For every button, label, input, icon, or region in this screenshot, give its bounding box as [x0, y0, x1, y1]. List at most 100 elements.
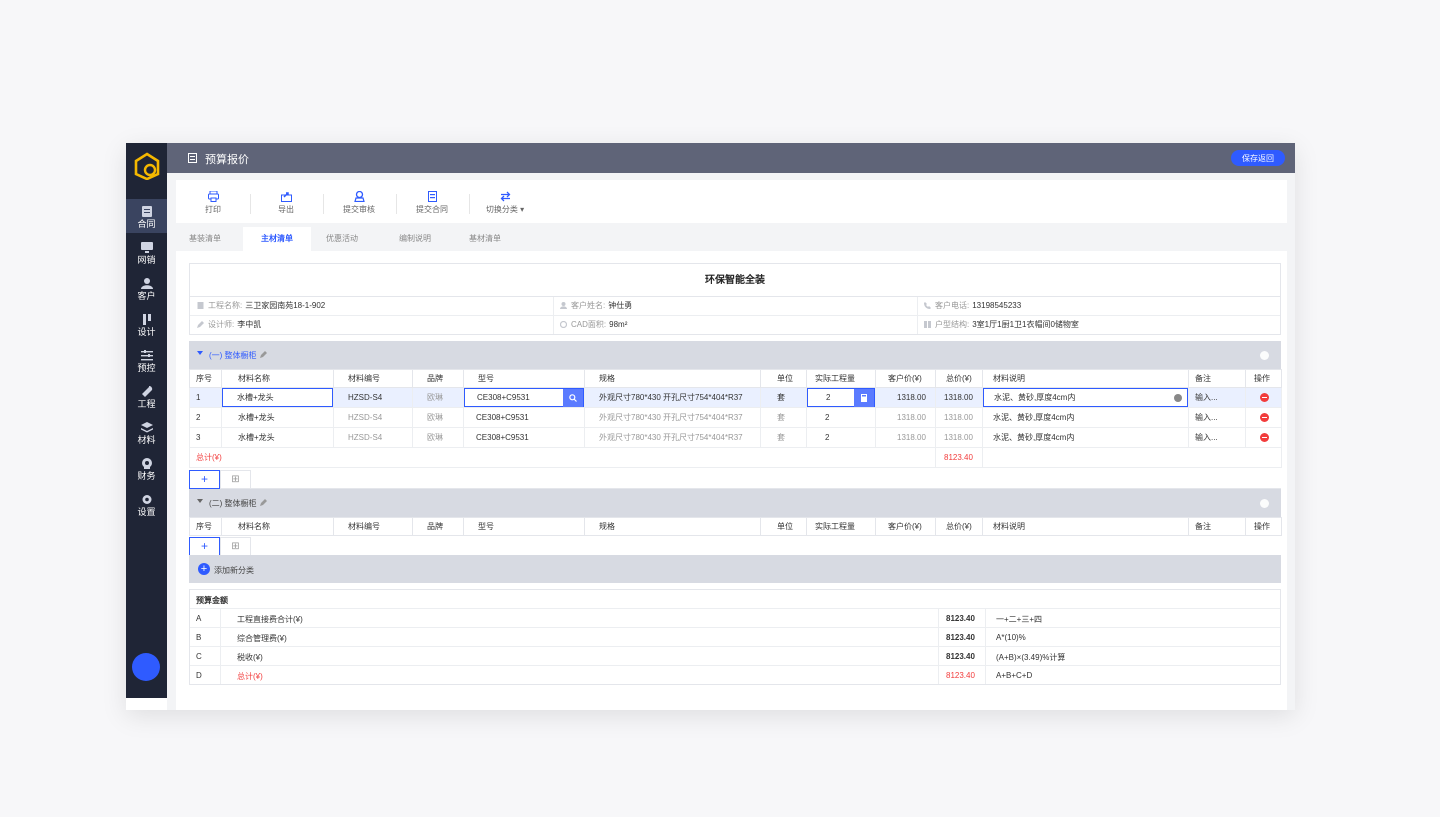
tab-base-material-list[interactable]: 基材清单 [469, 234, 501, 243]
customer-phone-field: 客户电话: 13198545233 [924, 297, 1021, 315]
edit-icon[interactable] [260, 350, 268, 358]
avatar[interactable] [132, 653, 160, 681]
model-search-input[interactable]: CE308+C9531 [463, 387, 585, 408]
col-header: 品牌 [412, 369, 464, 388]
delete-row-button[interactable] [1245, 427, 1282, 448]
material-name-cell[interactable]: 水槽+龙头 [221, 427, 334, 448]
print-button[interactable]: 打印 [177, 180, 249, 223]
col-header: 材料编号 [333, 517, 413, 536]
gear-icon [142, 495, 151, 504]
layout-field: 户型结构: 3室1厅1厨1卫1衣帽间0储物室 [924, 316, 1079, 334]
tab-compilation-notes[interactable]: 编制说明 [399, 234, 431, 243]
delete-row-button[interactable] [1245, 407, 1282, 428]
add-row-button[interactable]: + [189, 470, 220, 489]
col-header: 序号 [189, 517, 222, 536]
finance-icon [141, 458, 152, 469]
note-input[interactable]: 输入... [1188, 407, 1246, 428]
col-header: 规格 [584, 369, 761, 388]
quantity-cell[interactable]: 2 [806, 427, 876, 448]
toolbar-divider [250, 194, 251, 214]
delete-icon[interactable] [1260, 392, 1269, 402]
project-name-field: 工程名称: 三卫家园南苑18-1-902 [197, 297, 325, 315]
edit-icon[interactable] [260, 498, 268, 506]
tab-promotions[interactable]: 优惠活动 [326, 234, 358, 243]
col-header: 操作 [1245, 369, 1282, 388]
sidebar-item-material[interactable]: 材料 [126, 415, 167, 449]
submit-contract-button[interactable]: 提交合同 [396, 180, 468, 223]
project-title: 环保智能全装 [190, 264, 1280, 297]
table-row[interactable]: 3 水槽+龙头 HZSD-S4 欧琳 CE308+C9531 外观尺寸780*4… [189, 427, 1282, 448]
document-icon [188, 153, 197, 163]
add-row-button[interactable]: + [189, 537, 220, 556]
delete-icon[interactable] [1260, 412, 1269, 422]
delete-row-button[interactable] [1245, 387, 1282, 408]
submit-contract-icon [427, 191, 437, 202]
table-row[interactable]: 2 水槽+龙头 HZSD-S4 欧琳 CE308+C9531 外观尺寸780*4… [189, 407, 1282, 428]
close-section-icon[interactable] [1260, 499, 1269, 508]
table-row[interactable]: 1 水槽+龙头 HZSD-S4 欧琳 CE308+C9531 外观尺寸780*4… [189, 387, 1282, 408]
delete-icon[interactable] [1260, 432, 1269, 442]
sidebar-item-label: 工程 [137, 399, 156, 409]
material-desc-cell[interactable]: 水泥、黄砂,厚度4cm内 [982, 407, 1189, 428]
model-cell[interactable]: CE308+C9531 [463, 427, 585, 448]
total-value: 8123.40 [935, 447, 983, 468]
total-row: 总计(¥) 8123.40 [189, 447, 1282, 468]
col-header: 材料名称 [221, 369, 334, 388]
toolbar-label: 导出 [278, 205, 294, 214]
col-header: 型号 [463, 517, 585, 536]
add-subitem-button[interactable]: ⊞ [220, 537, 251, 556]
quantity-input[interactable]: 2 [806, 387, 876, 408]
search-button[interactable] [563, 389, 583, 407]
section-header[interactable]: (二) 整体橱柜 [189, 489, 1281, 517]
sidebar-item-finance[interactable]: 财务 [126, 451, 167, 485]
export-button[interactable]: 导出 [250, 180, 322, 223]
budget-title: 预算金额 [196, 596, 228, 605]
plus-circle-icon: + [198, 563, 210, 575]
divider [553, 316, 554, 334]
clear-icon[interactable] [1174, 394, 1182, 402]
sidebar-item-label: 客户 [137, 291, 156, 301]
tab-main-material-list[interactable]: 主材清单 [243, 227, 311, 251]
section-name: (二) 整体橱柜 [209, 499, 257, 508]
search-icon [569, 394, 577, 402]
collapse-arrow-icon[interactable] [197, 351, 203, 355]
contract-icon [141, 206, 152, 217]
info-row: 工程名称: 三卫家园南苑18-1-902 客户姓名: 钟仕勇 客户电话: 131985… [190, 297, 1280, 316]
page-title: 预算报价 [205, 154, 249, 166]
sidebar-item-precontrol[interactable]: 预控 [126, 343, 167, 377]
col-header: 单位 [760, 369, 807, 388]
sidebar-item-project[interactable]: 工程 [126, 379, 167, 413]
add-category-button[interactable]: + 添加新分类 [189, 555, 1281, 583]
quote-panel: 环保智能全装 工程名称: 三卫家园南苑18-1-902 客户姓名: 钟仕勇 客户电话… [176, 251, 1287, 710]
material-desc-cell[interactable]: 水泥、黄砂,厚度4cm内 [982, 427, 1189, 448]
collapse-arrow-icon[interactable] [197, 499, 203, 503]
model-cell[interactable]: CE308+C9531 [463, 407, 585, 428]
area-icon [560, 321, 567, 328]
switch-category-dropdown[interactable]: 切换分类 ▾ [469, 180, 541, 223]
sidebar-item-label: 网销 [137, 255, 156, 265]
budget-row: B 综合管理费(¥) 8123.40 A*(10)% [190, 627, 1280, 646]
col-header: 品牌 [412, 517, 464, 536]
material-desc-input[interactable]: 水泥、黄砂,厚度4cm内 [982, 387, 1189, 408]
note-input[interactable]: 输入... [1188, 427, 1246, 448]
section-header[interactable]: (一) 整体橱柜 [189, 341, 1281, 369]
sidebar-item-design[interactable]: 设计 [126, 307, 167, 341]
sidebar-item-marketing[interactable]: 网销 [126, 235, 167, 269]
material-name-cell[interactable]: 水槽+龙头 [221, 407, 334, 428]
material-name-input[interactable]: 水槽+龙头 [221, 387, 334, 408]
save-return-button[interactable]: 保存返回 [1231, 150, 1285, 166]
main-content: 打印 导出 提交审核 提交合同 切换分类 ▾ 基 [167, 173, 1295, 710]
close-section-icon[interactable] [1260, 351, 1269, 360]
calculator-button[interactable] [854, 389, 874, 407]
sidebar-item-settings[interactable]: 设置 [126, 487, 167, 521]
sidebar-item-label: 材料 [137, 435, 156, 445]
submit-review-button[interactable]: 提交审核 [323, 180, 395, 223]
sidebar-item-contract[interactable]: 合同 [126, 199, 167, 233]
add-subitem-button[interactable]: ⊞ [220, 470, 251, 489]
tab-basic-list[interactable]: 基装清单 [189, 234, 221, 243]
floorplan-icon [924, 321, 931, 328]
quantity-cell[interactable]: 2 [806, 407, 876, 428]
sidebar-item-customer[interactable]: 客户 [126, 271, 167, 305]
divider [553, 297, 554, 315]
note-input[interactable]: 输入... [1188, 387, 1246, 408]
